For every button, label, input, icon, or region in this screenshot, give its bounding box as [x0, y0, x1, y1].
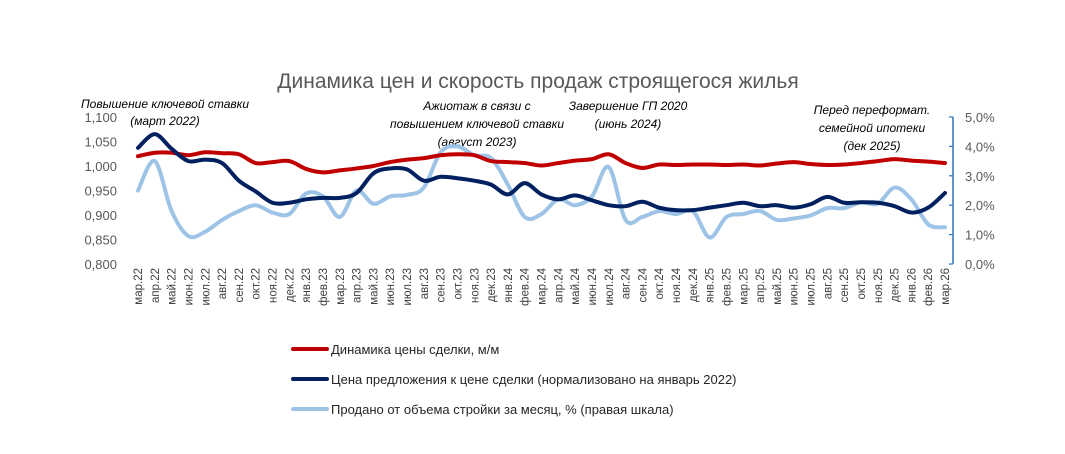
x-tick-label: фев.26 [923, 268, 935, 306]
right-tick-label: 5,0% [965, 110, 995, 125]
x-tick-label: июл.24 [604, 267, 616, 305]
x-tick-label: окт.23 [452, 268, 464, 300]
x-tick-label: авг.24 [621, 267, 633, 299]
left-axis: 1,100 1,050 1,000 0,950 0,900 0,850 0,800 [84, 110, 117, 272]
x-tick-label: ноя.24 [671, 267, 683, 303]
svg-text:Цена предложения к цене сделки: Цена предложения к цене сделки (нормализ… [331, 372, 737, 387]
x-tick-label: июл.25 [806, 268, 818, 306]
left-tick-label: 0,800 [84, 257, 117, 272]
x-tick-label: фев.23 [318, 268, 330, 306]
x-tick-label: фев.25 [721, 268, 733, 306]
svg-text:Продано от объема стройки за м: Продано от объема стройки за месяц, % (п… [331, 402, 674, 417]
legend: Динамика цены сделки, м/м Цена предложен… [291, 342, 737, 417]
svg-text:Динамика цены сделки, м/м: Динамика цены сделки, м/м [331, 342, 499, 357]
right-tick-label: 3,0% [965, 169, 995, 184]
right-tick-label: 0,0% [965, 257, 995, 272]
x-tick-label: мар.24 [537, 267, 549, 304]
x-tick-label: дек.25 [890, 268, 902, 302]
x-tick-label: июн.22 [183, 268, 195, 305]
series-offer-to-deal-line [136, 132, 947, 215]
svg-text:Перед переформат.: Перед переформат. [814, 103, 931, 117]
right-axis: 5,0% 4,0% 3,0% 2,0% 1,0% 0,0% [949, 110, 995, 272]
x-tick-label: янв.24 [503, 267, 515, 302]
annotation-gp2020-end: Завершение ГП 2020 (июнь 2024) [569, 99, 688, 131]
x-tick-label: окт.24 [654, 267, 666, 299]
x-tick-label: апр.23 [352, 268, 364, 303]
x-tick-label: дек.22 [284, 268, 296, 302]
x-tick-label: дек.23 [486, 268, 498, 302]
annotation-rush-demand: Ажиотаж в связи с повышением ключевой ст… [390, 99, 564, 149]
right-tick-label: 2,0% [965, 198, 995, 213]
x-tick-label: фев.24 [520, 267, 532, 306]
x-tick-label: май.25 [772, 268, 784, 305]
x-tick-label: апр.25 [755, 268, 767, 303]
svg-text:Завершение ГП 2020: Завершение ГП 2020 [569, 99, 688, 113]
x-tick-label: май.23 [368, 268, 380, 305]
x-tick-label: авг.22 [217, 268, 229, 299]
annotation-key-rate-hike: Повышение ключевой ставки (март 2022) [81, 97, 249, 128]
svg-text:Повышение ключевой ставки: Повышение ключевой ставки [81, 97, 249, 111]
series-lines [136, 132, 947, 240]
svg-text:(дек 2025): (дек 2025) [844, 139, 901, 153]
annotation-family-mortgage: Перед переформат. семейной ипотеки (дек … [814, 103, 931, 153]
series-sold-share-line [136, 144, 947, 240]
x-tick-label: мар.26 [940, 268, 952, 305]
legend-item-sold-share: Продано от объема стройки за месяц, % (п… [291, 402, 674, 417]
x-tick-label: ноя.22 [268, 268, 280, 303]
x-tick-label: июн.25 [789, 268, 801, 305]
chart-title: Динамика цен и скорость продаж строящего… [277, 70, 798, 93]
left-tick-label: 0,900 [84, 208, 117, 223]
x-tick-label: ноя.25 [873, 268, 885, 303]
x-tick-label: окт.25 [856, 268, 868, 300]
x-tick-label: ноя.23 [469, 268, 481, 303]
x-tick-label: мар.25 [738, 268, 750, 305]
x-tick-label: сен.24 [637, 267, 649, 302]
x-tick-label: дек.24 [688, 267, 700, 302]
svg-text:(июнь 2024): (июнь 2024) [595, 117, 662, 131]
svg-text:(март 2022): (март 2022) [130, 114, 200, 128]
x-tick-label: янв.25 [705, 268, 717, 303]
series-deal-price-line [136, 150, 947, 175]
right-tick-label: 4,0% [965, 139, 995, 154]
x-tick-label: май.22 [167, 268, 179, 305]
left-tick-label: 1,050 [84, 135, 117, 150]
left-tick-label: 1,000 [84, 159, 117, 174]
x-tick-label: янв.26 [906, 268, 918, 303]
x-tick-label: сен.22 [234, 268, 246, 302]
left-tick-label: 1,100 [84, 110, 117, 125]
x-tick-label: май.24 [570, 267, 582, 304]
x-tick-label: мар.23 [335, 268, 347, 305]
left-tick-label: 0,850 [84, 233, 117, 248]
x-tick-label: мар.22 [133, 268, 145, 305]
x-tick-label: июл.22 [200, 268, 212, 306]
x-tick-label: сен.25 [839, 268, 851, 302]
x-tick-label: апр.22 [150, 268, 162, 303]
x-tick-label: авг.25 [822, 268, 834, 299]
svg-text:Ажиотаж в связи с: Ажиотаж в связи с [422, 99, 530, 113]
x-tick-label: апр.24 [553, 267, 565, 303]
x-tick-label: сен.23 [436, 268, 448, 302]
x-tick-label: авг.23 [419, 268, 431, 299]
x-tick-label: янв.23 [301, 268, 313, 303]
legend-item-offer-to-deal: Цена предложения к цене сделки (нормализ… [291, 372, 737, 387]
svg-text:повышением ключевой ставки: повышением ключевой ставки [390, 117, 564, 131]
x-tick-label: июн.23 [385, 268, 397, 305]
x-tick-label: окт.22 [251, 268, 263, 300]
x-tick-label: июн.24 [587, 267, 599, 305]
legend-item-deal-price: Динамика цены сделки, м/м [291, 342, 499, 357]
x-tick-label: июл.23 [402, 268, 414, 306]
svg-text:семейной ипотеки: семейной ипотеки [819, 121, 926, 135]
x-axis: мар.22 апр.22 май.22 июн.22 июл.22 авг.22 сен.… [133, 267, 952, 306]
right-tick-label: 1,0% [965, 228, 995, 243]
left-tick-label: 0,950 [84, 184, 117, 199]
